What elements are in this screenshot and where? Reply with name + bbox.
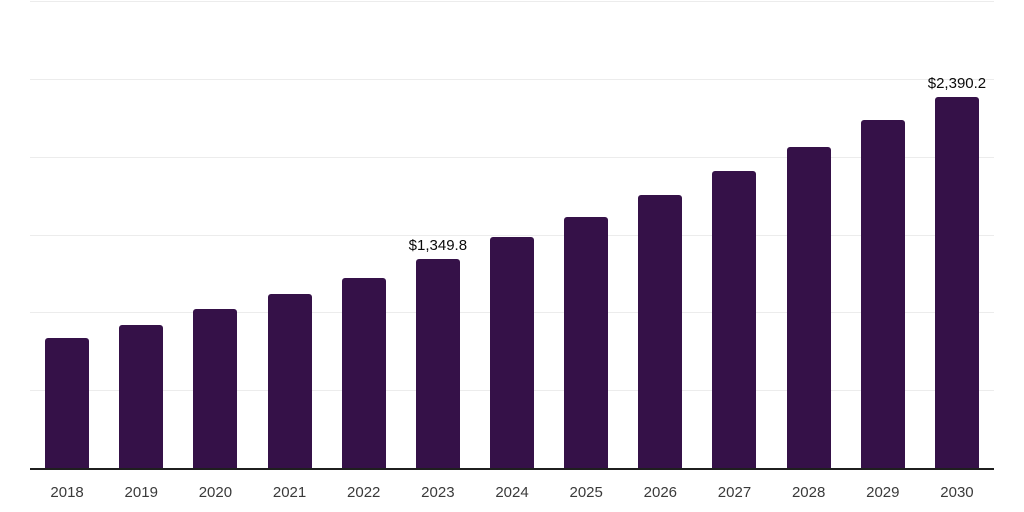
bar-column-2023: $1,349.8 xyxy=(401,2,475,469)
bar-2023 xyxy=(415,258,460,469)
gridline-2500 xyxy=(30,78,994,80)
x-axis-labels: 2018 2019 2020 2021 2022 2023 2024 2025 2026 2027… xyxy=(30,470,994,500)
x-tick-2029: 2029 xyxy=(866,484,900,501)
bar-column-2020 xyxy=(178,2,252,469)
bar-2029 xyxy=(860,120,905,469)
bar-column-2021 xyxy=(252,2,326,469)
bar-2020 xyxy=(193,308,238,469)
x-tick-2028: 2028 xyxy=(791,484,826,501)
bar-2021 xyxy=(267,294,312,469)
bar-column-2025 xyxy=(549,2,623,469)
gridline-1500 xyxy=(30,234,994,236)
bar-2025 xyxy=(564,217,609,469)
x-tick-2021: 2021 xyxy=(272,484,307,501)
x-tick-2019: 2019 xyxy=(124,484,158,501)
bar-column-2022 xyxy=(327,2,401,469)
bar-value-label-2023: $1,349.8 xyxy=(408,236,468,254)
x-tick-2020: 2020 xyxy=(198,484,233,501)
x-tick-2025: 2025 xyxy=(569,484,603,501)
bar-column-2024 xyxy=(475,2,549,469)
bar-2019 xyxy=(119,324,164,469)
bar-column-2027 xyxy=(697,2,771,469)
bar-column-2028 xyxy=(772,2,846,469)
bar-column-2018 xyxy=(30,2,104,469)
bar-value-label-2030: $2,390.2 xyxy=(927,74,987,92)
bar-2030 xyxy=(934,96,979,469)
x-axis-line xyxy=(30,468,994,470)
bar-2018 xyxy=(45,338,90,469)
x-tick-2024: 2024 xyxy=(495,484,529,501)
x-tick-2022: 2022 xyxy=(347,484,381,501)
gridline-3000 xyxy=(30,1,994,2)
bar-column-2026 xyxy=(623,2,697,469)
bar-columns: $1,349.8 $2,390.2 xyxy=(30,2,994,469)
x-tick-2030: 2030 xyxy=(940,484,974,501)
plot-area: $1,349.8 $2,390.2 xyxy=(30,1,994,470)
x-tick-2018: 2018 xyxy=(50,484,84,501)
gridline-2000 xyxy=(30,156,994,158)
bar-column-2029 xyxy=(846,2,920,469)
x-tick-2026: 2026 xyxy=(643,484,678,501)
bar-2026 xyxy=(638,195,683,469)
bar-2027 xyxy=(712,171,757,469)
bar-2024 xyxy=(490,237,535,469)
x-tick-2027: 2027 xyxy=(717,484,752,501)
bar-2022 xyxy=(341,278,386,469)
bar-2028 xyxy=(786,147,831,469)
bar-column-2019 xyxy=(104,2,178,469)
x-tick-2023: 2023 xyxy=(421,484,455,501)
bar-column-2030: $2,390.2 xyxy=(920,2,994,469)
